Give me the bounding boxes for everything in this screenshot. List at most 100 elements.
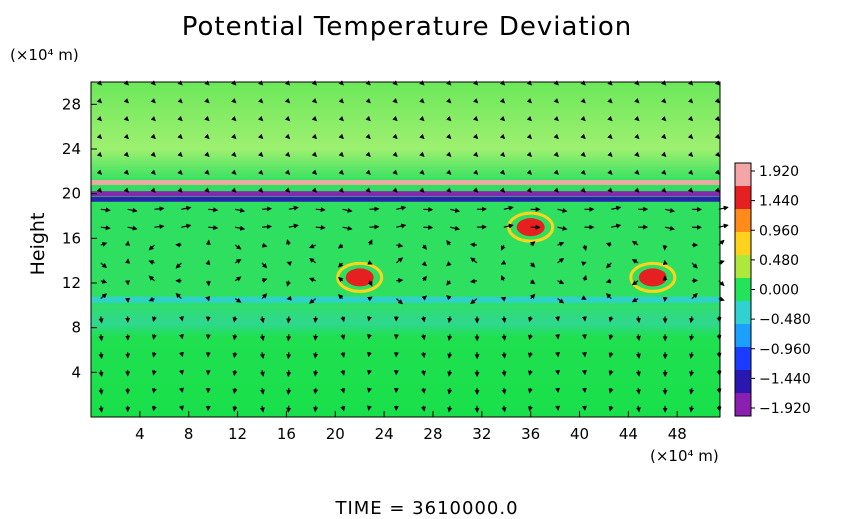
wind-arrow-29 [127,225,138,231]
wind-arrow-9 [100,242,108,247]
wind-arrow-204 [365,151,371,158]
wind-arrow-382 [635,370,641,377]
wind-arrow-321 [526,98,532,104]
wind-arrow-153 [313,387,319,395]
wind-arrow-421 [689,352,695,359]
wind-arrow-82 [205,296,211,302]
colorbar-swatch-5 [735,278,751,302]
wind-arrow-121 [261,278,268,283]
colorbar-swatch-9 [735,370,751,394]
x-tick-label-4: 20 [326,425,345,443]
wind-arrow-163 [315,207,326,213]
wind-arrow-122 [261,262,268,269]
wind-arrow-388 [631,259,639,264]
wind-arrow-413 [661,151,667,158]
wind-arrow-87 [208,207,219,213]
wind-arrow-164 [311,187,318,193]
wind-arrow-177 [338,294,344,300]
wind-arrow-381 [635,387,641,395]
wind-arrow-231 [420,352,426,359]
wind-arrow-409 [664,225,676,231]
wind-arrow-190 [366,405,372,411]
wind-arrow-252 [447,316,453,324]
wind-arrow-179 [338,262,344,268]
wind-arrow-414 [661,133,667,140]
wind-arrow-86 [208,225,219,231]
wind-arrow-49 [154,206,165,212]
wind-arrow-94 [204,80,210,86]
wind-arrow-98 [232,352,238,359]
y-tick-label-6: 28 [62,95,81,113]
wind-arrow-361 [608,405,614,412]
wind-arrow-5 [98,316,104,324]
wind-arrow-43 [151,316,157,322]
wind-arrow-342 [581,405,587,411]
wind-arrow-396 [634,115,640,122]
wind-arrow-230 [420,369,426,376]
wind-arrow-51 [150,169,156,175]
wind-arrow-116 [259,369,265,377]
wind-arrow-452 [714,133,721,140]
wind-arrow-251 [447,334,453,342]
plot-frame [90,81,721,418]
wind-arrow-63 [175,292,182,300]
wind-arrow-107 [231,187,237,193]
wind-arrow-195 [366,316,372,322]
wind-arrow-261 [446,151,452,158]
wind-arrow-52 [150,151,156,158]
wind-arrow-105 [235,225,246,231]
colorbar-swatch-3 [735,232,751,256]
y-tick-label-5: 24 [62,140,81,158]
wind-arrow-71 [177,151,183,158]
wind-arrow-433 [687,133,694,140]
wind-arrow-40 [151,369,157,376]
wind-arrow-160 [309,257,317,264]
wind-arrow-326 [555,352,561,358]
wind-arrow-419 [689,387,695,395]
wind-arrow-305 [528,387,533,394]
wind-arrow-376 [607,133,613,140]
wind-arrow-115 [259,387,265,395]
wind-arrow-3 [98,352,104,360]
wind-arrow-44 [148,296,155,302]
wind-arrow-292 [500,274,506,282]
colorbar-swatch-4 [735,255,751,279]
wind-arrow-449 [714,187,721,193]
wind-arrow-355 [580,169,586,175]
wind-arrow-184 [338,169,344,175]
wind-arrow-235 [421,275,427,282]
wind-arrow-264 [446,98,452,104]
wind-arrow-99 [232,334,238,341]
x-tick-label-2: 12 [228,425,247,443]
wind-arrow-302 [499,98,506,104]
x-tick-label-7: 32 [472,425,491,443]
wind-arrow-90 [204,151,210,158]
wind-arrow-72 [177,133,183,140]
wind-arrow-374 [607,169,613,175]
wind-arrow-318 [526,151,532,158]
y-tick-label-1: 8 [71,319,81,337]
wind-arrow-331 [557,257,565,264]
wind-arrow-372 [611,205,622,211]
wind-arrow-223 [392,151,398,158]
x-tick-label-11: 48 [668,425,687,443]
wind-arrow-108 [231,169,237,175]
wind-arrow-327 [555,334,561,340]
wind-arrow-102 [234,276,242,282]
wind-arrow-68 [181,205,192,211]
wind-arrow-133 [286,405,292,413]
wind-arrow-227 [392,80,398,86]
y-tick-label-4: 20 [62,185,81,203]
wind-arrow-330 [557,279,565,285]
wind-arrow-232 [420,334,426,341]
wind-arrow-337 [553,151,559,158]
colorbar-label-1: 1.440 [759,194,799,210]
wind-arrow-14 [96,151,103,158]
y-tick-label-0: 4 [71,363,81,381]
wind-arrow-161 [308,243,316,249]
wind-arrow-187 [338,115,344,122]
wind-arrow-367 [605,293,612,300]
wind-arrow-363 [608,369,614,376]
anomaly-band-0 [91,180,720,185]
wind-arrow-154 [313,370,319,377]
